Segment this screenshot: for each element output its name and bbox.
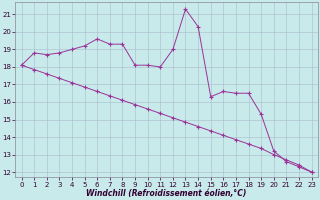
X-axis label: Windchill (Refroidissement éolien,°C): Windchill (Refroidissement éolien,°C): [86, 189, 247, 198]
